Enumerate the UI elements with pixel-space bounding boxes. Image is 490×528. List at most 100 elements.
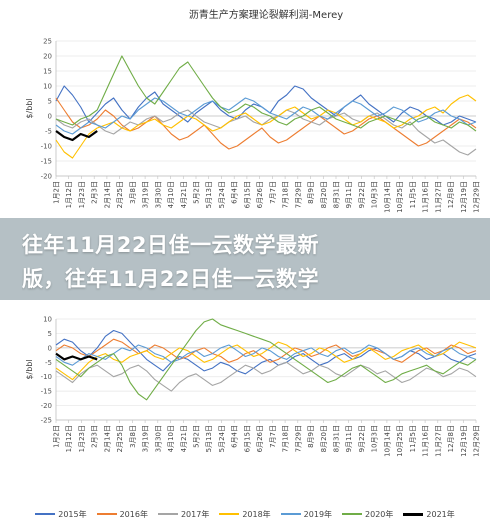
x-tick-label: 6月26日 (256, 181, 264, 208)
x-tick-label: 6月4日 (231, 181, 239, 204)
legend-swatch (96, 513, 117, 515)
series-line-2015年 (55, 329, 477, 375)
y-tick-label: -20 (41, 402, 52, 410)
x-tick-label: 9月11日 (345, 425, 353, 452)
x-tick-label: 2月3日 (91, 425, 99, 448)
x-tick-label: 10月14日 (383, 181, 391, 213)
y-tick-label: 5 (48, 330, 52, 338)
x-tick-label: 10月3日 (371, 425, 379, 452)
x-tick-label: 7月18日 (282, 425, 290, 452)
x-tick-label: 3月30日 (154, 181, 162, 208)
legend-label: 2019年 (303, 509, 333, 519)
x-tick-label: 2月14日 (103, 181, 111, 208)
x-tick-label: 8月20日 (320, 425, 328, 452)
x-tick-label: 1月12日 (65, 181, 73, 208)
x-tick-label: 8月31日 (333, 425, 341, 452)
x-tick-label: 12月19日 (460, 181, 468, 213)
legend-item: 2021年 (403, 509, 455, 520)
x-tick-label: 10月25日 (396, 425, 404, 457)
x-tick-label: 8月9日 (307, 425, 315, 448)
series-line-2019年 (55, 97, 477, 135)
x-tick-label: 8月9日 (307, 181, 315, 204)
x-tick-label: 1月12日 (65, 425, 73, 452)
y-tick-label: -5 (45, 359, 52, 367)
x-tick-label: 2月25日 (116, 425, 124, 452)
series-line-2020年 (55, 55, 477, 132)
legend-swatch (280, 513, 301, 515)
y-tick-label: 20 (43, 53, 52, 61)
x-tick-label: 6月15日 (243, 425, 251, 452)
y-tick-label: -15 (41, 158, 52, 166)
y-tick-label: -20 (41, 173, 52, 181)
x-tick-label: 5月24日 (218, 425, 226, 452)
legend-swatch (342, 513, 363, 515)
x-tick-label: 9月22日 (358, 425, 366, 452)
x-tick-label: 7月29日 (294, 181, 302, 208)
x-tick-label: 12月8日 (447, 181, 455, 208)
x-tick-label: 1月23日 (78, 425, 86, 452)
x-tick-label: 6月26日 (256, 425, 264, 452)
series-line-2021年 (55, 352, 98, 361)
x-tick-label: 5月13日 (205, 425, 213, 452)
x-tick-label: 7月29日 (294, 425, 302, 452)
legend-label: 2021年 (426, 509, 455, 519)
legend-swatch (219, 513, 240, 515)
x-tick-label: 12月29日 (473, 181, 481, 213)
x-tick-label: 11月27日 (434, 181, 442, 213)
x-tick-label: 7月7日 (269, 181, 277, 204)
x-tick-label: 4月10日 (167, 181, 175, 208)
x-tick-label: 7月18日 (282, 181, 290, 208)
series-line-2020年 (55, 318, 477, 401)
x-tick-label: 5月13日 (205, 181, 213, 208)
x-tick-label: 3月8日 (129, 425, 137, 448)
x-tick-label: 4月21日 (180, 181, 188, 208)
y-tick-label: -25 (41, 417, 52, 425)
series-line-2021年 (55, 130, 98, 142)
x-tick-label: 12月29日 (473, 425, 481, 457)
x-tick-label: 11月5日 (409, 425, 417, 452)
x-tick-label: 5月24日 (218, 181, 226, 208)
series-line-2018年 (55, 94, 477, 159)
x-tick-label: 2月14日 (103, 425, 111, 452)
x-tick-label: 3月8日 (129, 181, 137, 204)
chart-top: 沥青生产方案理论裂解利润-Merey $/bbl 25 20 15 10 5 0 -5 -10 -1… (25, 8, 481, 213)
legend-swatch (157, 513, 178, 515)
y-tick-label: 0 (48, 344, 52, 352)
chart-legend: 2015年 2016年 2017年 2018年 2019年 2020年 2021年 (0, 504, 490, 524)
y-tick-label: 0 (48, 113, 52, 121)
legend-item: 2019年 (280, 509, 333, 520)
legend-swatch (403, 512, 424, 516)
series-line-2017年 (55, 109, 477, 156)
series-line-2019年 (55, 344, 477, 366)
series-line-2018年 (55, 341, 477, 381)
x-tick-label: 12月8日 (447, 425, 455, 452)
x-tick-label: 9月22日 (358, 181, 366, 208)
chart-title: 沥青生产方案理论裂解利润-Merey (189, 8, 343, 21)
x-tick-label: 8月20日 (320, 181, 328, 208)
x-tick-label: 7月7日 (269, 425, 277, 448)
y-axis-label: $/bbl (25, 98, 34, 118)
y-tick-label: -10 (41, 143, 52, 151)
x-tick-label: 4月21日 (180, 425, 188, 452)
y-tick-label: 15 (43, 68, 52, 76)
x-tick-label: 3月30日 (154, 425, 162, 452)
x-tick-label: 1月2日 (53, 425, 61, 448)
y-tick-label: -5 (45, 128, 52, 136)
legend-label: 2016年 (119, 509, 148, 519)
x-tick-label: 5月2日 (193, 181, 201, 204)
legend-label: 2017年 (180, 509, 210, 519)
x-tick-label: 10月25日 (396, 181, 404, 213)
x-tick-label: 11月27日 (434, 425, 442, 457)
x-tick-label: 8月31日 (333, 181, 341, 208)
banner-headline[interactable]: 往年11月22日佳一云数学最新 版，往年11月22日佳一云数学 (22, 228, 482, 296)
x-tick-label: 6月15日 (243, 181, 251, 208)
series-line-2017年 (55, 361, 477, 392)
legend-item: 2017年 (157, 509, 210, 520)
legend-swatch (35, 513, 56, 515)
series-line-2015年 (55, 85, 477, 126)
legend-item: 2016年 (96, 509, 148, 520)
x-tick-label: 1月23日 (78, 181, 86, 208)
legend-item: 2018年 (219, 509, 271, 520)
legend-item: 2020年 (342, 509, 393, 520)
